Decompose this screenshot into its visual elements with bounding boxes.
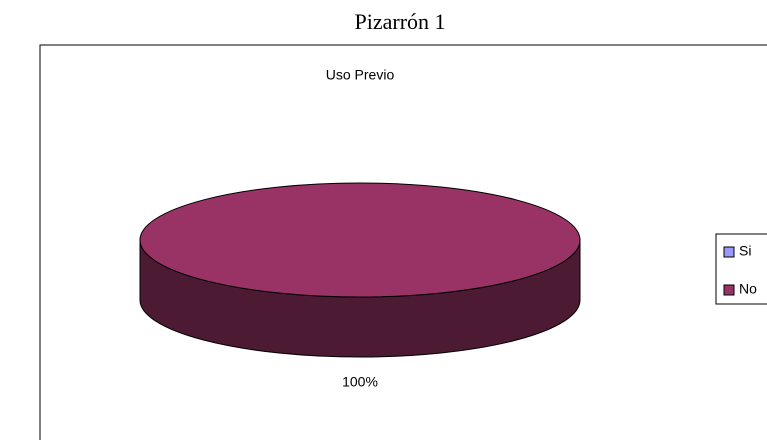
- legend-label: No: [739, 281, 757, 297]
- data-label: 100%: [342, 374, 378, 390]
- page-title: Pizarrón 1: [354, 9, 445, 34]
- chart-title: Uso Previo: [326, 67, 395, 83]
- legend-label: Si: [739, 243, 751, 259]
- pie-slice: [139, 182, 581, 298]
- legend-swatch: [723, 246, 735, 258]
- legend-swatch: [723, 284, 735, 296]
